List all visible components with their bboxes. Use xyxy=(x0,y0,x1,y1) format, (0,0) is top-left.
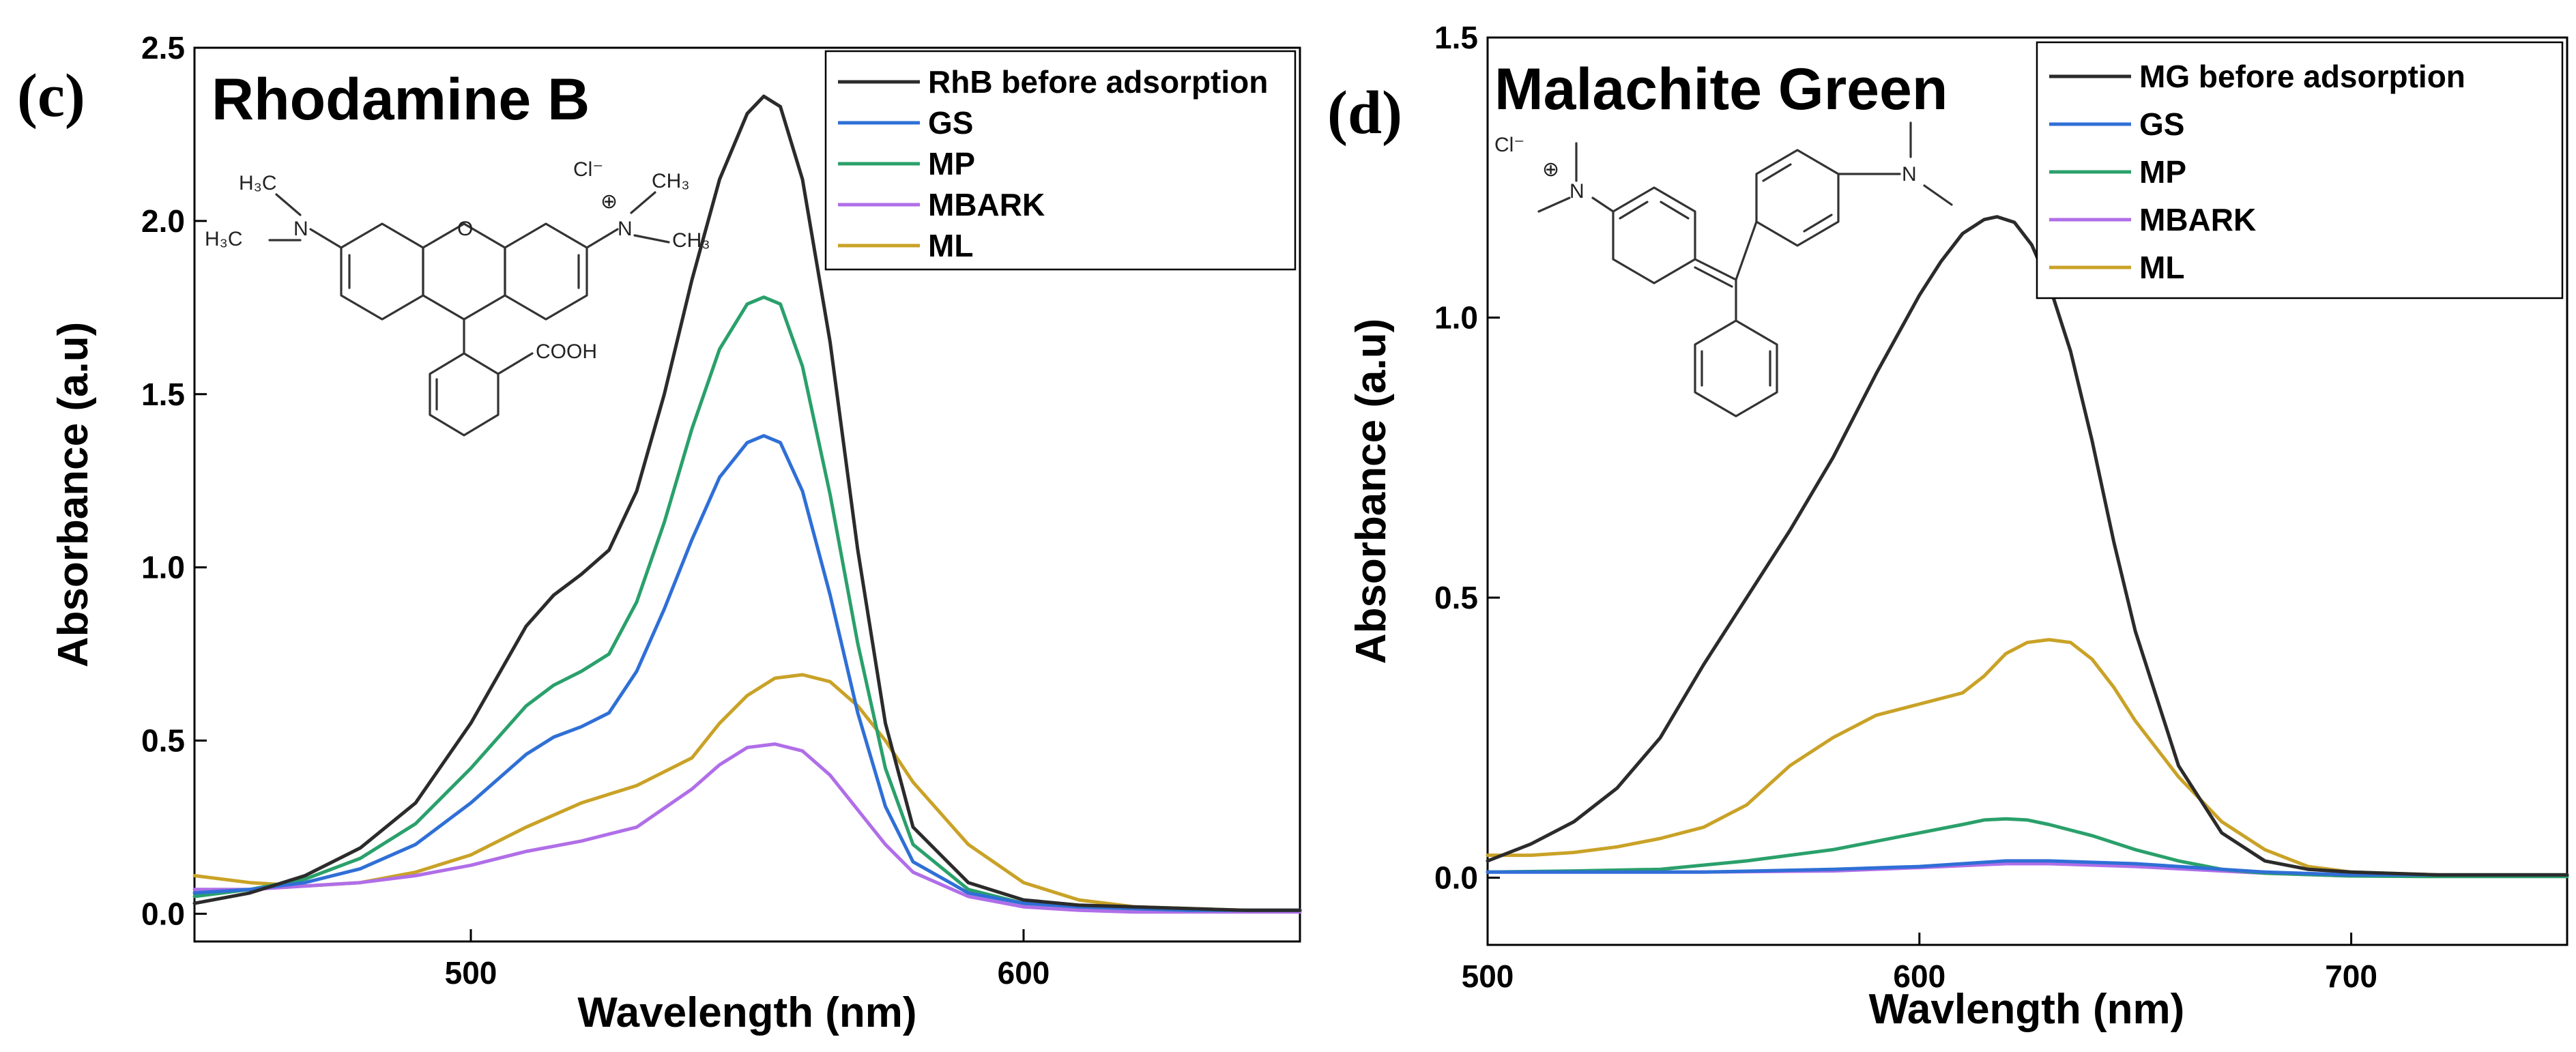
panel-d-label: (d) xyxy=(1327,79,1402,147)
rhodamine-counterion: Cl⁻ xyxy=(573,158,603,181)
panel-c-y-axis-title: Absorbance (a.u) xyxy=(50,322,97,667)
legend-entry-label: GS xyxy=(2139,106,2184,142)
panel-c-x-tick-label: 600 xyxy=(998,955,1050,991)
panel-c-series-mp xyxy=(192,295,1302,912)
legend-entry-label: MBARK xyxy=(928,187,1045,222)
panel-c-y-tick-label: 0.5 xyxy=(141,723,185,759)
panel-d-ticks: 500 600 700 0.0 0.5 1.0 1.5 xyxy=(1434,20,2377,994)
panel-d-malachite-green: 500 600 700 0.0 0.5 1.0 1.5 (d) Malachite Gree… xyxy=(1327,20,2569,1033)
malachite-iminium-n: N xyxy=(1569,180,1584,203)
panel-c-x-axis-title: Wavelength (nm) xyxy=(577,989,916,1036)
rhodamine-iminium-n: N xyxy=(618,218,633,240)
legend-entry-label: ML xyxy=(2139,250,2184,285)
panel-c-series-mbark xyxy=(192,742,1302,914)
panel-c-ticks: 500 600 0.0 0.5 1.0 1.5 2.0 2.5 xyxy=(141,30,1050,991)
panel-c-series-rhb-before-adsorption xyxy=(192,94,1302,912)
panel-d-y-tick-label: 1.5 xyxy=(1434,20,1478,55)
panel-c-legend: RhB before adsorption GS MP MBARK ML xyxy=(838,64,1268,263)
legend-entry-label: MP xyxy=(928,146,975,181)
malachite-green-structure: N ⊕ Cl⁻ N xyxy=(1494,121,1953,418)
panel-d-series-gs xyxy=(1486,859,2569,877)
panel-c-y-tick-label: 2.0 xyxy=(141,203,185,239)
panel-c-title: Rhodamine B xyxy=(212,67,590,132)
panel-d-x-tick-label: 600 xyxy=(1893,959,1945,994)
malachite-amine-n: N xyxy=(1902,163,1917,186)
panel-d-x-tick-label: 700 xyxy=(2325,959,2377,994)
legend-entry-label: GS xyxy=(928,105,973,141)
panel-c-x-tick-label: 500 xyxy=(445,955,497,991)
panel-d-y-tick-label: 0.0 xyxy=(1434,860,1478,895)
rhodamine-ring-o: O xyxy=(457,218,473,240)
rhodamine-b-structure: N H₃C H₃C O N ⊕ CH₃ CH₃ Cl⁻ COOH xyxy=(205,158,710,437)
malachite-counterion: Cl⁻ xyxy=(1494,134,1524,156)
rhodamine-methyl-b: H₃C xyxy=(205,228,243,250)
panel-d-curves xyxy=(1486,215,2569,879)
panel-d-x-tick-label: 500 xyxy=(1462,959,1514,994)
legend-entry-label: ML xyxy=(928,228,973,263)
panel-c-label: (c) xyxy=(17,62,85,130)
panel-c-axes-frame xyxy=(193,46,1301,943)
panel-d-title: Malachite Green xyxy=(1494,57,1948,122)
rhodamine-methyl-a: H₃C xyxy=(239,172,277,194)
panel-c-y-tick-label: 0.0 xyxy=(141,896,185,931)
panel-c-legend-box xyxy=(824,50,1297,271)
panel-d-x-axis-title: Wavlength (nm) xyxy=(1869,986,2185,1033)
rhodamine-methyl-d: CH₃ xyxy=(672,229,710,252)
panel-d-series-mp xyxy=(1486,817,2569,879)
panel-d-axes-frame xyxy=(1486,36,2568,946)
rhodamine-methyl-c: CH₃ xyxy=(652,170,690,192)
panel-c-series-ml xyxy=(192,673,1302,912)
panel-d-y-axis-title: Absorbance (a.u) xyxy=(1348,319,1395,664)
rhodamine-amine-n: N xyxy=(293,218,308,240)
panel-d-legend: MG before adsorption GS MP MBARK ML xyxy=(2049,59,2465,285)
panel-c-y-tick-label: 1.0 xyxy=(141,550,185,585)
panel-d-series-mg-before-adsorption xyxy=(1486,215,2569,877)
panel-d-series-ml xyxy=(1486,638,2569,877)
rhodamine-charge: ⊕ xyxy=(600,190,618,213)
panel-c-rhodamine-b: 500 600 0.0 0.5 1.0 1.5 2.0 2.5 (c) Rhodamine B… xyxy=(17,30,1302,1036)
panel-c-y-tick-label: 2.5 xyxy=(141,30,185,65)
panel-d-y-tick-label: 1.0 xyxy=(1434,299,1478,335)
legend-entry-label: MG before adsorption xyxy=(2139,59,2465,94)
panel-c-series-gs xyxy=(192,434,1302,912)
panel-c-y-tick-label: 1.5 xyxy=(141,377,185,412)
legend-entry-label: RhB before adsorption xyxy=(928,64,1268,100)
rhodamine-acid: COOH xyxy=(536,340,597,363)
legend-entry-label: MP xyxy=(2139,154,2186,190)
malachite-charge: ⊕ xyxy=(1542,158,1559,181)
legend-entry-label: MBARK xyxy=(2139,202,2256,237)
panel-d-y-tick-label: 0.5 xyxy=(1434,580,1478,615)
panel-c-curves xyxy=(192,94,1302,914)
